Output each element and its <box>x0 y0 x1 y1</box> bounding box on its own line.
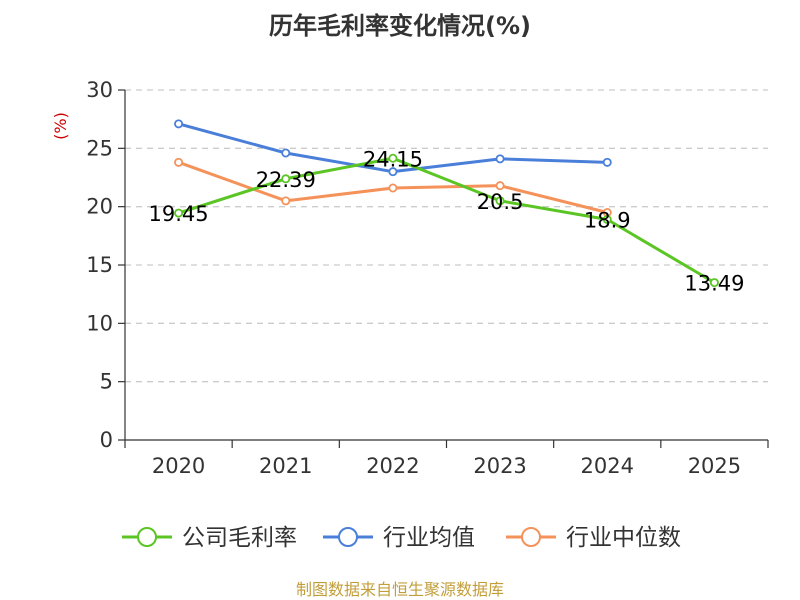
data-label: 20.5 <box>477 190 524 214</box>
legend-item-0[interactable]: 公司毛利率 <box>122 525 297 551</box>
legend-marker <box>137 527 157 547</box>
data-point[interactable] <box>281 196 291 206</box>
data-point[interactable] <box>281 174 291 184</box>
series-line <box>178 156 716 284</box>
y-axis-unit: (%) <box>51 112 70 140</box>
gridlines <box>125 89 768 383</box>
legend-label: 公司毛利率 <box>182 525 297 551</box>
legend[interactable]: 公司毛利率 行业均值 行业中位数 <box>122 525 681 551</box>
data-point[interactable] <box>495 181 505 191</box>
y-tick-label: 5 <box>100 370 113 394</box>
data-label: 24.15 <box>363 147 423 171</box>
legend-label: 行业均值 <box>383 525 475 551</box>
data-labels: 19.45 22.39 24.15 20.5 18.9 13.49 <box>149 147 745 295</box>
series-0 <box>174 153 719 288</box>
data-point[interactable] <box>495 154 505 164</box>
data-point[interactable] <box>495 196 505 206</box>
data-label: 22.39 <box>256 168 316 192</box>
series-1 <box>174 119 612 177</box>
y-tick-label: 0 <box>100 428 113 452</box>
y-tick-label: 25 <box>86 136 113 160</box>
x-tick-label: 2022 <box>366 454 419 478</box>
x-tick-label: 2021 <box>259 454 312 478</box>
data-label: 18.9 <box>584 209 631 233</box>
series-2 <box>174 157 612 217</box>
source-note: 制图数据来自恒生聚源数据库 <box>296 580 504 599</box>
x-tick-label: 2023 <box>473 454 526 478</box>
data-label: 13.49 <box>684 272 744 296</box>
y-tick-label: 20 <box>86 195 113 219</box>
legend-marker <box>338 527 358 547</box>
legend-marker <box>521 527 541 547</box>
legend-item-1[interactable]: 行业均值 <box>323 525 475 551</box>
data-point[interactable] <box>388 183 398 193</box>
data-label: 19.45 <box>149 202 209 226</box>
x-tick-label: 2024 <box>581 454 634 478</box>
data-point[interactable] <box>174 119 184 129</box>
data-point[interactable] <box>388 153 398 163</box>
legend-label: 行业中位数 <box>566 525 681 551</box>
data-point[interactable] <box>602 157 612 167</box>
y-tick-label: 15 <box>86 253 113 277</box>
chart-title: 历年毛利率变化情况(%) <box>269 12 531 40</box>
data-point[interactable] <box>709 278 719 288</box>
x-tick-label: 2020 <box>152 454 205 478</box>
legend-item-2[interactable]: 行业中位数 <box>506 525 681 551</box>
y-tick-label: 30 <box>86 78 113 102</box>
y-tick-label: 10 <box>86 311 113 335</box>
data-point[interactable] <box>388 167 398 177</box>
data-point[interactable] <box>174 208 184 218</box>
data-point[interactable] <box>281 148 291 158</box>
x-tick-label: 2025 <box>688 454 741 478</box>
series-layer <box>174 119 719 288</box>
data-point[interactable] <box>602 214 612 224</box>
data-point[interactable] <box>174 157 184 167</box>
